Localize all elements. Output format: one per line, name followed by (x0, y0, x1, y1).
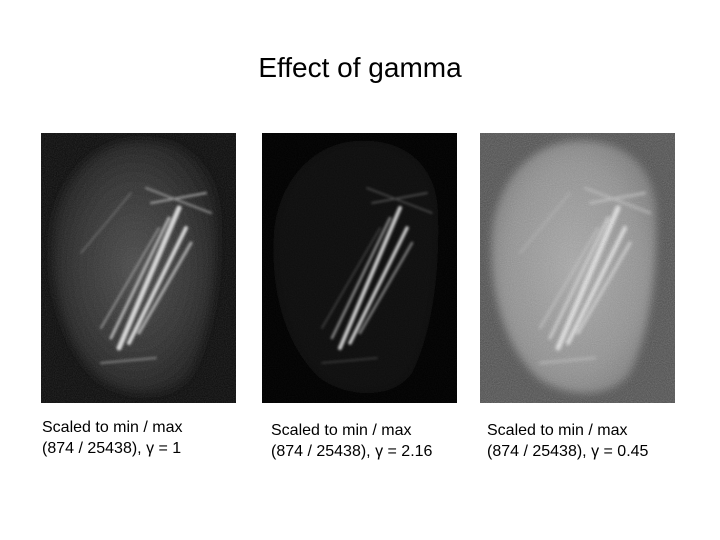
caption-line-2: (874 / 25438), γ = 0.45 (487, 443, 649, 460)
micrograph-gamma-2-16 (262, 133, 457, 403)
caption-gamma-1: Scaled to min / max (874 / 25438), γ = 1 (42, 417, 183, 459)
caption-line-1: Scaled to min / max (271, 422, 412, 439)
caption-line-1: Scaled to min / max (487, 422, 628, 439)
caption-gamma-0-45: Scaled to min / max (874 / 25438), γ = 0… (487, 420, 648, 462)
micrograph-gamma-0-45 (480, 133, 675, 403)
caption-line-1: Scaled to min / max (42, 419, 183, 436)
micrograph-gamma-1 (41, 133, 236, 403)
caption-line-2: (874 / 25438), γ = 1 (42, 440, 182, 457)
caption-line-2: (874 / 25438), γ = 2.16 (271, 443, 433, 460)
figure-title: Effect of gamma (258, 52, 462, 83)
caption-gamma-2-16: Scaled to min / max (874 / 25438), γ = 2… (271, 420, 432, 462)
